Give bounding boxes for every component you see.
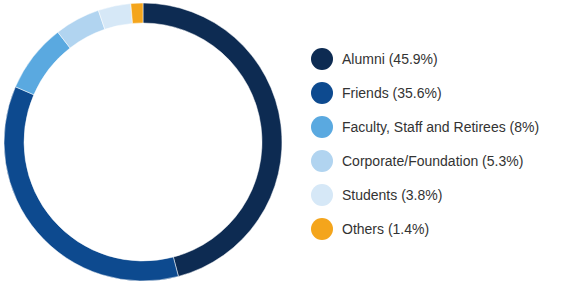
legend-swatch	[311, 48, 333, 70]
legend-label: Alumni (45.9%)	[342, 51, 438, 67]
legend-label: Faculty, Staff and Retirees (8%)	[342, 119, 539, 135]
legend-label: Students (3.8%)	[342, 187, 442, 203]
slice	[4, 87, 178, 281]
slice	[131, 3, 143, 23]
chart-svg: Alumni (45.9%) Friends (35.6%) Faculty, St…	[0, 0, 569, 284]
slice	[98, 4, 132, 30]
legend-label: Others (1.4%)	[342, 221, 429, 237]
legend: Alumni (45.9%) Friends (35.6%) Faculty, St…	[311, 48, 539, 240]
legend-swatch	[311, 218, 333, 240]
legend-swatch	[311, 184, 333, 206]
slice	[58, 10, 105, 48]
legend-label: Friends (35.6%)	[342, 85, 442, 101]
slices	[4, 3, 282, 281]
legend-swatch	[311, 150, 333, 172]
chart-container: Alumni (45.9%) Friends (35.6%) Faculty, St…	[0, 0, 569, 284]
slice	[143, 3, 282, 276]
slice	[15, 32, 70, 95]
legend-label: Corporate/Foundation (5.3%)	[342, 153, 523, 169]
legend-swatch	[311, 82, 333, 104]
legend-swatch	[311, 116, 333, 138]
